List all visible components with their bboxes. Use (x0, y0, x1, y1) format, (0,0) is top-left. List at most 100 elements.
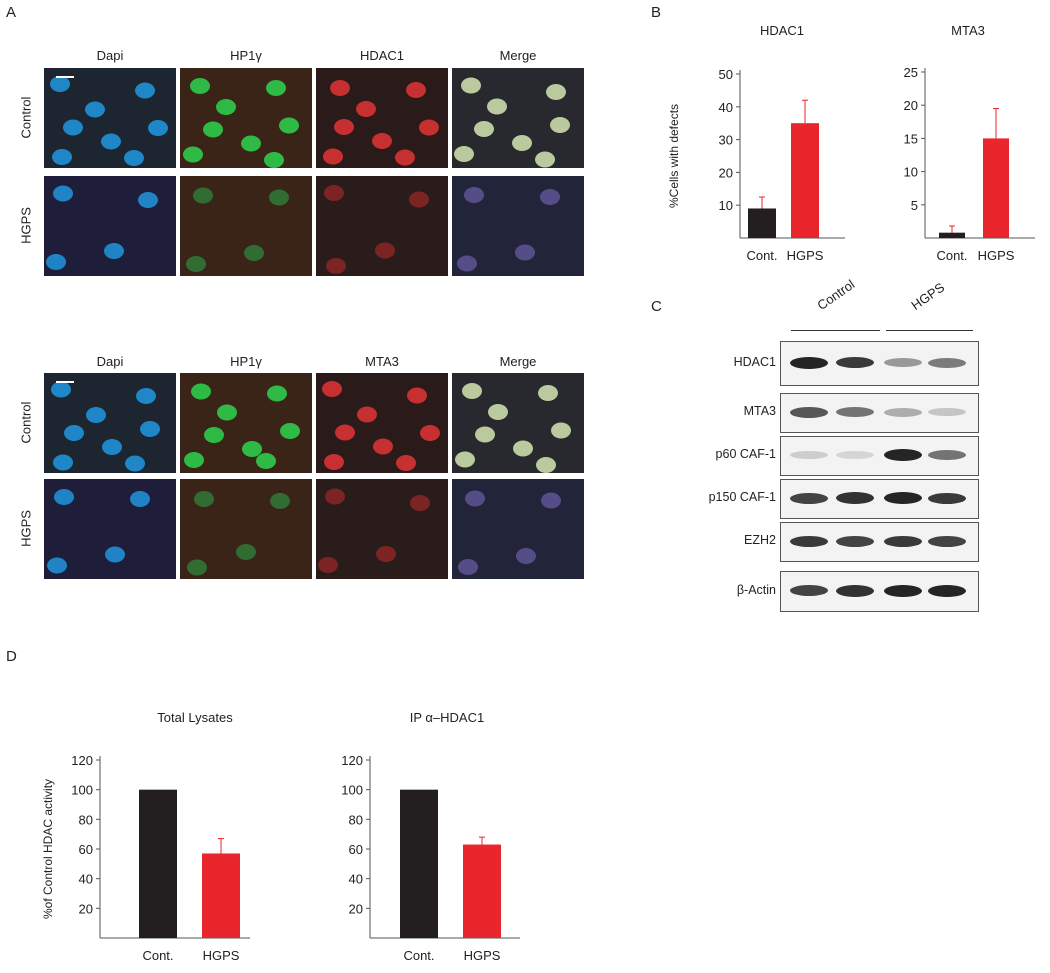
nucleus (241, 135, 261, 152)
nucleus (474, 121, 494, 137)
category-label: HGPS (787, 248, 824, 263)
chart-title: IP α–HDAC1 (410, 710, 484, 725)
nucleus (279, 117, 299, 134)
column-header-mta3: MTA3 (365, 354, 399, 369)
blot-band (790, 535, 828, 547)
nucleus (357, 406, 377, 423)
nucleus (53, 454, 73, 471)
blot-band (884, 492, 922, 504)
y-tick-label: 15 (904, 131, 918, 146)
y-tick-label: 60 (79, 842, 93, 857)
nucleus (236, 544, 256, 560)
nucleus (203, 121, 223, 138)
micrograph-tile (452, 176, 584, 276)
nucleus (513, 440, 533, 457)
nucleus (334, 119, 354, 135)
row-label-hgps: HGPS (18, 207, 34, 244)
nucleus (124, 150, 144, 166)
blot-band (790, 406, 828, 418)
category-label: HGPS (978, 248, 1015, 263)
micrograph-tile (180, 68, 312, 168)
blot-group-line (886, 330, 973, 331)
nucleus (375, 242, 395, 259)
nucleus (264, 152, 284, 168)
blot-band (836, 492, 874, 504)
column-header-dapi: Dapi (96, 48, 124, 63)
micrograph-tile (44, 68, 176, 168)
y-tick-label: 25 (904, 65, 918, 80)
nucleus (407, 387, 427, 404)
blot-band (836, 584, 874, 597)
nucleus (244, 245, 264, 261)
nucleus (104, 243, 124, 259)
bar (202, 853, 240, 938)
row-label-control: Control (18, 96, 34, 139)
nucleus (546, 84, 566, 100)
panel-letter-a: A (6, 4, 17, 21)
nucleus (217, 404, 237, 421)
micrograph-tile (44, 176, 176, 276)
nucleus (51, 381, 71, 398)
nucleus (541, 492, 561, 509)
nucleus (47, 557, 67, 574)
nucleus (135, 82, 155, 99)
nucleus (419, 119, 439, 136)
y-tick-label: 10 (904, 165, 918, 180)
bar (939, 232, 965, 238)
nucleus (184, 452, 204, 468)
nucleus (376, 546, 396, 562)
blot-band (790, 585, 828, 596)
chart-ip-hdac1: IP α–HDAC1 20 40 60 80 100 120 Cont. HGPS (341, 710, 520, 963)
y-tick-label: 20 (349, 901, 363, 916)
nucleus (194, 491, 214, 507)
nucleus (187, 559, 207, 576)
micrograph-tile (44, 479, 176, 579)
blot-band (836, 451, 874, 459)
blot-band (790, 451, 828, 459)
nucleus (183, 146, 203, 163)
category-label: Cont. (403, 948, 434, 963)
nucleus (86, 407, 106, 423)
y-tick-label: 40 (349, 872, 363, 887)
nucleus (186, 256, 206, 272)
column-header-hp1-: HP1γ (230, 48, 262, 63)
column-header-dapi: Dapi (96, 354, 124, 369)
micrograph-tile (316, 68, 448, 168)
chart-total-lysates: Total Lysates 20 40 60 80 100 120 %of Control H… (41, 710, 250, 963)
y-axis-label: %of Control HDAC activity (41, 779, 55, 919)
blot-label: p150 CAF-1 (708, 490, 776, 504)
panel-letter-b: B (651, 4, 662, 21)
nucleus (46, 254, 66, 270)
y-tick-label: 30 (719, 133, 733, 148)
blot-band (790, 356, 828, 369)
y-tick-label: 100 (341, 783, 363, 798)
category-label: HGPS (203, 948, 240, 963)
nucleus (488, 404, 508, 420)
column-header-hp1-: HP1γ (230, 354, 262, 369)
blot-group-line (791, 330, 880, 331)
y-tick-label: 120 (71, 753, 93, 768)
blot-band (928, 535, 966, 547)
nucleus (242, 441, 262, 457)
nucleus (270, 493, 290, 509)
nucleus (538, 385, 558, 401)
nucleus (204, 427, 224, 443)
y-tick-label: 100 (71, 783, 93, 798)
blot-band (884, 535, 922, 547)
nucleus (140, 421, 160, 437)
nucleus (356, 101, 376, 117)
nucleus (516, 548, 536, 564)
nucleus (138, 192, 158, 208)
bar (791, 123, 819, 238)
y-tick-label: 20 (904, 98, 918, 113)
nucleus (373, 438, 393, 455)
category-label: Cont. (142, 948, 173, 963)
nucleus (540, 189, 560, 205)
chart-title: Total Lysates (157, 710, 233, 725)
micrograph-tile (452, 479, 584, 579)
nucleus (512, 135, 532, 151)
panel-letter-c: C (651, 298, 662, 315)
blot-band (928, 450, 966, 460)
column-header-merge: Merge (499, 48, 537, 63)
y-tick-label: 40 (719, 100, 733, 115)
